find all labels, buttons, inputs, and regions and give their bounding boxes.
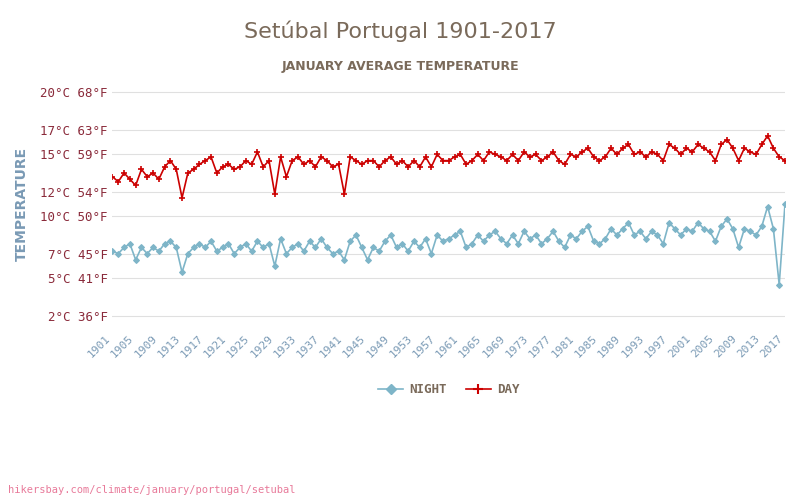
Text: Setúbal Portugal 1901-2017: Setúbal Portugal 1901-2017 — [244, 20, 556, 42]
Y-axis label: TEMPERATURE: TEMPERATURE — [15, 147, 29, 261]
Text: hikersbay.com/climate/january/portugal/setubal: hikersbay.com/climate/january/portugal/s… — [8, 485, 295, 495]
Text: JANUARY AVERAGE TEMPERATURE: JANUARY AVERAGE TEMPERATURE — [281, 60, 519, 73]
Legend: NIGHT, DAY: NIGHT, DAY — [373, 378, 524, 401]
